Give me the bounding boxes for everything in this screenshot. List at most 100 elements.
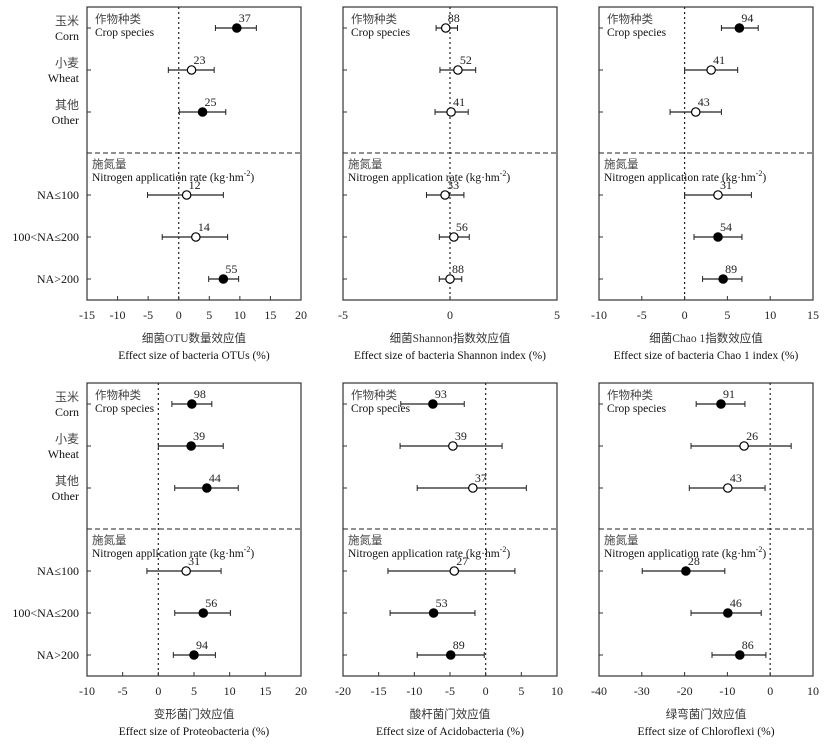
- x-tick-label: 0: [483, 684, 489, 698]
- mean-point-nonsignificant: [690, 107, 701, 117]
- nitrogen-label-superscript: -2: [500, 169, 507, 178]
- data-point-group-corn: 94: [720, 11, 759, 33]
- data-point-group-na-100: 27: [387, 554, 516, 576]
- data-point-group-wheat: 26: [690, 429, 792, 451]
- sample-size-label: 93: [435, 387, 447, 401]
- x-tick-label: 0: [447, 308, 453, 322]
- panel-2: -5 0 5 细菌Shannon指数效应值 Effect size of bacteri…: [338, 6, 560, 362]
- data-point-group-na-200: 86: [711, 638, 767, 660]
- panel-6: -40 -30 -20 -10 0 10 绿弯菌门效应值 Effect size of Chl…: [591, 382, 819, 738]
- panel-1: -15 -10 -5 0 5 10 15 20 细菌OTU数量效应值 Effect size of…: [12, 6, 307, 362]
- category-label-en: Other: [52, 113, 79, 127]
- sample-size-label: 43: [698, 95, 710, 109]
- sample-size-label: 33: [447, 178, 459, 192]
- data-point-group-na-200: 94: [172, 638, 216, 660]
- crop-group-label-zh: 作物种类: [351, 12, 397, 26]
- x-tick-label: -20: [677, 684, 693, 698]
- nitrogen-category-label: NA≤100: [37, 188, 79, 202]
- mean-point-nonsignificant: [739, 441, 749, 451]
- x-axis-label-zh: 细菌OTU数量效应值: [142, 331, 247, 345]
- x-tick-label: 10: [234, 308, 246, 322]
- x-tick-label: -5: [338, 308, 348, 322]
- nitrogen-label-superscript: -2: [756, 169, 763, 178]
- nitrogen-group-label-en: Nitrogen application rate (kg·hm-2): [348, 169, 510, 184]
- nitrogen-category-label: 100<NA≤200: [12, 230, 79, 244]
- data-point-group-other: 41: [434, 95, 469, 117]
- x-axis-label-en: Effect size of Chloroflexi (%): [637, 726, 774, 738]
- data-point-group-wheat: 23: [167, 53, 215, 75]
- x-tick-label: -15: [79, 308, 95, 322]
- x-axis-label-en: Effect size of bacteria Shannon index (%…: [354, 350, 546, 362]
- nitrogen-label-superscript: -2: [500, 545, 507, 554]
- sample-size-label: 98: [194, 387, 206, 401]
- sample-size-label: 86: [742, 638, 754, 652]
- mean-point-significant: [187, 399, 197, 409]
- mean-point-nonsignificant: [181, 566, 191, 576]
- nitrogen-label-close: ): [250, 548, 254, 560]
- nitrogen-label-text: Nitrogen application rate (kg·hm: [604, 548, 756, 560]
- sample-size-label: 26: [746, 429, 758, 443]
- category-label-zh: 其他: [55, 474, 79, 488]
- nitrogen-label-close: ): [506, 172, 510, 184]
- sample-size-label: 28: [688, 554, 700, 568]
- mean-point-significant: [428, 399, 438, 409]
- data-point-group-other: 43: [688, 471, 766, 493]
- data-point-group-na-100: 12: [147, 178, 224, 200]
- panel-4: -10 -5 0 5 10 15 20 变形菌门效应值 Effect size of Prote…: [12, 382, 307, 738]
- category-label-en: Other: [52, 489, 79, 503]
- nitrogen-label-close: ): [762, 548, 766, 560]
- data-point-group-other: 43: [669, 95, 722, 117]
- mean-point-nonsignificant: [449, 566, 460, 576]
- x-tick-label: -40: [591, 684, 607, 698]
- x-tick-label: 5: [191, 684, 197, 698]
- x-tick-label: 5: [724, 308, 730, 322]
- nitrogen-group-label-zh: 施氮量: [92, 157, 127, 171]
- sample-size-label: 37: [475, 471, 487, 485]
- mean-point-significant: [681, 566, 691, 576]
- data-point-group-100-na-200: 56: [438, 220, 470, 242]
- sample-size-label: 41: [453, 95, 465, 109]
- x-tick-label: -5: [118, 684, 128, 698]
- nitrogen-group-label-zh: 施氮量: [348, 157, 383, 171]
- sample-size-label: 46: [730, 596, 742, 610]
- mean-point-nonsignificant: [440, 190, 450, 200]
- data-point-group-na-200: 89: [416, 638, 485, 660]
- x-axis-label-zh: 细菌Chao 1指数效应值: [649, 331, 763, 345]
- mean-point-nonsignificant: [713, 190, 723, 200]
- sample-size-label: 91: [723, 387, 735, 401]
- nitrogen-group-label-zh: 施氮量: [348, 533, 383, 547]
- data-point-group-na-100: 31: [684, 178, 752, 200]
- data-point-group-corn: 37: [214, 11, 257, 33]
- mean-point-significant: [189, 650, 199, 660]
- data-point-group-na-200: 88: [438, 262, 464, 284]
- crop-group-label-zh: 作物种类: [95, 12, 141, 26]
- data-point-group-100-na-200: 53: [389, 596, 476, 618]
- sample-size-label: 31: [188, 554, 200, 568]
- x-tick-label: 15: [264, 308, 276, 322]
- data-point-group-100-na-200: 56: [174, 596, 231, 618]
- nitrogen-group-label-en: Nitrogen application rate (kg·hm-2): [348, 545, 510, 560]
- crop-group-label-en: Crop species: [95, 403, 155, 415]
- mean-point-nonsignificant: [449, 232, 459, 242]
- panel-5: -20 -15 -10 -5 0 5 10 酸杆菌门效应值 Effect size of Aci…: [335, 382, 563, 738]
- x-axis-label-en: Effect size of bacteria Chao 1 index (%): [614, 350, 799, 362]
- nitrogen-label-text: Nitrogen application rate (kg·hm: [348, 548, 500, 560]
- sample-size-label: 94: [196, 638, 208, 652]
- nitrogen-group-label-en: Nitrogen application rate (kg·hm-2): [92, 169, 254, 184]
- crop-group-label-zh: 作物种类: [351, 388, 397, 402]
- data-point-group-corn: 93: [400, 387, 465, 409]
- x-tick-label: -20: [335, 684, 351, 698]
- data-point-group-100-na-200: 46: [690, 596, 762, 618]
- mean-point-significant: [734, 23, 745, 33]
- x-tick-label: 15: [807, 308, 819, 322]
- data-point-group-100-na-200: 14: [161, 220, 229, 242]
- sample-size-label: 39: [193, 429, 205, 443]
- nitrogen-category-label: NA>200: [37, 272, 79, 286]
- panel-3: -10 -5 0 5 10 15 细菌Chao 1指数效应值 Effect size of b…: [591, 6, 819, 362]
- sample-size-label: 55: [225, 262, 237, 276]
- x-axis-label-en: Effect size of Acidobacteria (%): [376, 726, 524, 738]
- x-axis-label-zh: 变形菌门效应值: [154, 707, 235, 721]
- x-tick-label: 0: [767, 684, 773, 698]
- sample-size-label: 25: [205, 95, 217, 109]
- mean-point-nonsignificant: [446, 107, 456, 117]
